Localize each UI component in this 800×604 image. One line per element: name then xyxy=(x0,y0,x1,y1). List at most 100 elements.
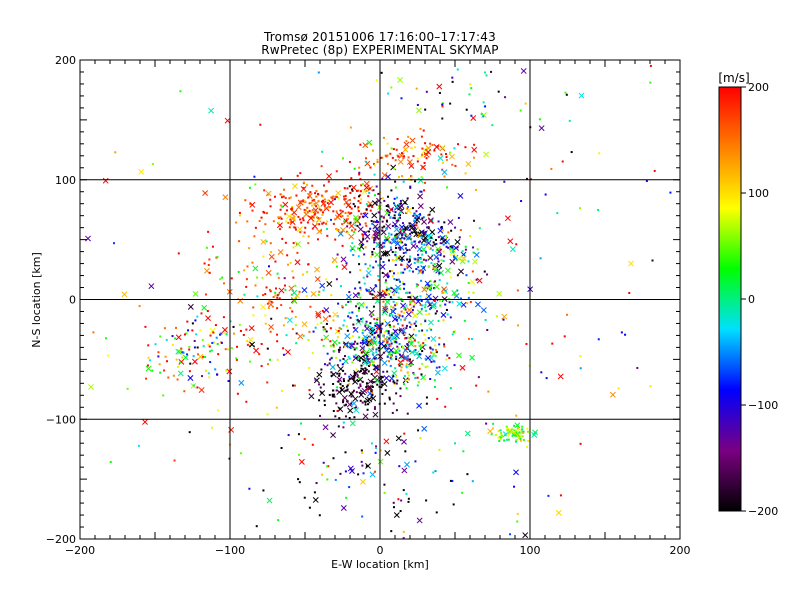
data-point xyxy=(242,333,245,336)
data-point xyxy=(318,223,321,226)
data-point xyxy=(367,267,370,270)
data-point xyxy=(395,225,398,228)
data-point xyxy=(439,248,442,251)
data-point xyxy=(353,340,356,343)
data-point-cross xyxy=(424,280,431,287)
data-point xyxy=(438,299,441,302)
data-point xyxy=(253,175,256,178)
data-point xyxy=(322,328,325,331)
data-point xyxy=(423,181,426,184)
data-point-cross xyxy=(296,226,303,233)
data-point xyxy=(448,301,451,304)
data-point xyxy=(183,333,186,336)
data-point xyxy=(414,213,417,216)
data-point xyxy=(457,143,460,146)
data-point xyxy=(406,371,409,374)
data-point-cross xyxy=(328,199,334,206)
data-point-cross xyxy=(390,238,397,245)
data-point xyxy=(332,210,335,213)
data-point xyxy=(404,202,407,205)
data-point xyxy=(339,359,342,362)
data-point xyxy=(365,203,368,206)
data-point xyxy=(387,323,390,326)
data-point-cross xyxy=(609,391,616,398)
data-point xyxy=(433,263,436,266)
data-point xyxy=(324,328,327,331)
data-point xyxy=(207,372,210,375)
data-point xyxy=(435,310,438,313)
data-point xyxy=(370,442,373,445)
data-point xyxy=(362,341,365,344)
data-point xyxy=(361,401,364,404)
data-point xyxy=(316,323,319,326)
data-point xyxy=(337,380,340,383)
data-point xyxy=(404,244,407,247)
data-point xyxy=(390,86,393,89)
data-point xyxy=(357,255,360,258)
data-point xyxy=(318,206,321,209)
data-point xyxy=(384,281,387,284)
data-point xyxy=(373,173,376,176)
data-point xyxy=(175,326,178,329)
data-point xyxy=(348,417,351,420)
data-point xyxy=(299,218,302,221)
data-point-cross xyxy=(365,463,371,469)
data-point xyxy=(239,329,242,332)
data-point xyxy=(356,318,359,321)
data-point xyxy=(526,177,529,180)
data-point xyxy=(469,235,472,238)
data-point xyxy=(326,465,329,468)
data-point xyxy=(597,338,600,341)
data-point xyxy=(420,135,423,138)
data-point xyxy=(350,377,353,380)
data-point xyxy=(416,384,419,387)
data-point-cross xyxy=(390,308,397,315)
data-point-cross xyxy=(385,173,391,180)
data-point xyxy=(422,266,425,269)
data-point xyxy=(147,356,150,359)
data-point xyxy=(341,244,344,247)
data-point xyxy=(328,206,331,209)
data-point xyxy=(429,306,432,309)
data-point xyxy=(364,403,367,406)
data-point xyxy=(331,389,334,392)
data-point xyxy=(430,284,433,287)
data-point-cross xyxy=(372,223,379,230)
data-point xyxy=(305,209,308,212)
data-point xyxy=(408,269,411,272)
data-point-cross xyxy=(460,255,467,262)
data-point xyxy=(297,478,300,481)
data-point xyxy=(307,235,310,238)
data-point xyxy=(412,371,415,374)
data-point xyxy=(518,431,521,434)
data-point xyxy=(373,336,376,339)
data-point-cross xyxy=(532,429,539,436)
data-point-cross xyxy=(315,312,322,319)
data-point xyxy=(505,438,508,441)
data-point xyxy=(421,217,424,220)
data-point xyxy=(317,193,320,196)
data-point xyxy=(389,379,392,382)
data-point xyxy=(409,232,412,235)
data-point xyxy=(286,254,289,257)
data-point xyxy=(561,160,564,163)
data-point-cross xyxy=(447,219,454,226)
data-point xyxy=(388,396,391,399)
data-point xyxy=(320,368,323,371)
data-point xyxy=(368,230,371,233)
data-point xyxy=(406,265,409,268)
data-point-cross xyxy=(177,370,184,377)
data-point xyxy=(337,196,340,199)
data-point xyxy=(412,214,415,217)
data-point-cross xyxy=(301,287,308,294)
data-point xyxy=(339,383,342,386)
data-point-cross xyxy=(513,469,519,476)
data-point xyxy=(239,452,242,455)
data-point xyxy=(396,138,399,141)
data-point xyxy=(154,343,157,346)
data-point xyxy=(192,355,195,358)
data-point xyxy=(388,211,391,214)
data-point xyxy=(207,230,210,233)
data-point xyxy=(320,338,323,341)
